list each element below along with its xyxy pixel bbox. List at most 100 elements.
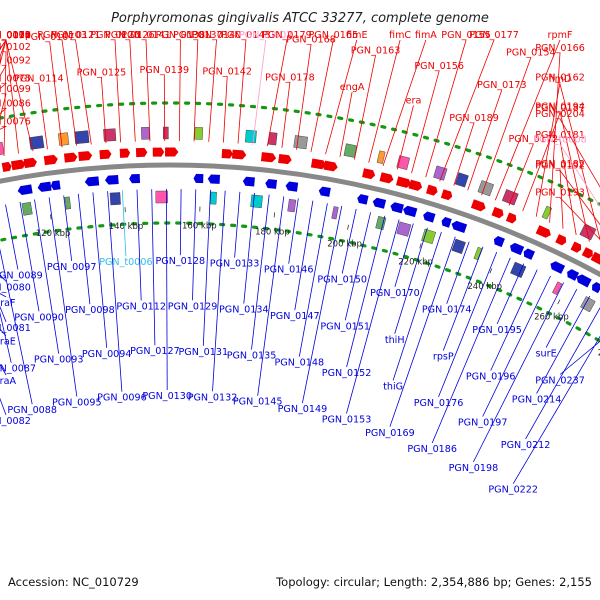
label-leader-line [107, 191, 123, 392]
reverse-gene-label: PGN_0129 [168, 301, 218, 312]
reverse-strand-labels: traFtraEtraAPGN_0082PGN_0080PGN_0081PGN_… [0, 188, 600, 496]
ruler-tick-mark [557, 299, 561, 305]
forward-gene-label: PGN_0156 [414, 61, 464, 72]
reverse-gene-arrow [207, 174, 221, 184]
forward-gene-label: PGN_0125 [77, 67, 127, 78]
label-leader-line [431, 257, 511, 444]
label-leader-line [545, 289, 578, 348]
label-leader-line [559, 111, 590, 242]
label-leader-line [392, 231, 442, 381]
label-leader-line [325, 39, 358, 155]
forward-gene-label: PGN_0143 [221, 30, 271, 41]
accession-text: Accession: NC_010729 [8, 575, 139, 589]
map-title: Porphyromonas gingivalis ATCC 33277, com… [111, 11, 489, 26]
feature-block [21, 201, 33, 216]
reverse-gene-label: PGN_0093 [34, 355, 84, 366]
ruler-tick-label: 180 kbp [255, 227, 290, 237]
label-leader-line [38, 83, 48, 150]
label-leader-line [5, 39, 34, 152]
label-leader-line [243, 193, 255, 304]
reverse-gene-arrow [242, 176, 255, 187]
reverse-gene-label: traA [0, 376, 17, 387]
reverse-gene-label: PGN_0170 [370, 288, 420, 299]
reverse-gene-label: PGN_t0006 [99, 257, 152, 268]
forward-gene-label: PGN_0120 [90, 30, 140, 41]
label-leader-line [559, 144, 600, 208]
reverse-gene-label: PGN_0153 [322, 415, 372, 426]
feature-block [155, 190, 168, 204]
label-leader-line [559, 118, 600, 188]
reverse-gene-label: PGN_0131 [178, 347, 228, 358]
forward-gene-arrow [63, 152, 78, 163]
reverse-gene-arrow [592, 282, 600, 294]
forward-gene-label: engA [340, 82, 365, 93]
feature-block [579, 223, 597, 241]
label-leader-line [535, 82, 561, 217]
outer-guide-ring [0, 101, 600, 207]
reverse-gene-label: PGN_0134 [219, 305, 269, 316]
feature-block [451, 238, 466, 255]
label-leader-line [101, 77, 107, 144]
feature-block [293, 135, 309, 150]
feature-block [375, 215, 387, 231]
label-leader-line [49, 41, 63, 148]
label-leader-line [234, 191, 241, 258]
label-leader-line [77, 193, 91, 305]
reverse-gene-arrow [318, 186, 331, 197]
forward-gene-arrow [408, 179, 423, 191]
forward-gene-arrow [310, 158, 327, 170]
forward-gene-arrow [152, 147, 165, 157]
reverse-gene-arrow [193, 173, 204, 184]
ruler-tick-label: 120 kbp [36, 229, 71, 239]
feature-block [552, 281, 563, 295]
label-leader-line [202, 189, 211, 346]
reverse-gene-label: thiH [385, 335, 405, 346]
reverse-gene-label: PGN_0151 [320, 321, 370, 332]
label-leader-line [549, 52, 561, 223]
forward-gene-arrow [505, 212, 517, 224]
reverse-gene-label: traF [0, 298, 16, 309]
feature-block [0, 141, 5, 157]
forward-gene-label: PGN_0138 [156, 30, 206, 41]
reverse-gene-label: rpsP [433, 352, 454, 363]
reverse-gene-label: PGN_0147 [270, 311, 320, 322]
forward-gene-label: PGN_0189 [449, 113, 499, 124]
forward-gene-arrow [440, 189, 453, 201]
forward-gene-label: PGN_0154 [506, 48, 556, 59]
label-leader-line [394, 223, 414, 288]
reverse-gene-arrow [523, 248, 535, 260]
label-leader-line [296, 44, 312, 150]
forward-gene-label: PGN_0100 [0, 30, 31, 41]
reverse-gene-label: PGN_0090 [14, 312, 64, 323]
label-leader-line [446, 241, 470, 304]
reverse-gene-arrow [403, 205, 418, 218]
reverse-gene-arrow [265, 179, 278, 189]
ruler-tick-mark [419, 243, 422, 249]
label-leader-line [165, 188, 168, 391]
reverse-gene-arrow [509, 242, 525, 256]
label-leader-line [0, 311, 12, 363]
label-leader-line [396, 105, 414, 170]
reverse-gene-arrow [550, 261, 566, 274]
forward-gene-label: PGN_0194 [535, 102, 585, 113]
feature-block [331, 206, 339, 220]
forward-gene-arrow [395, 176, 412, 188]
label-leader-line [482, 275, 551, 417]
forward-gene-arrow [535, 225, 551, 238]
label-leader-line [310, 39, 334, 152]
reverse-gene-arrow [390, 202, 404, 214]
forward-gene-label: PGN_t0002 [239, 30, 292, 41]
forward-gene-label: fimC [389, 30, 411, 41]
label-leader-line [453, 122, 475, 186]
forward-gene-label: PGN_0177 [469, 30, 519, 41]
label-leader-line [251, 194, 270, 350]
forward-gene-arrow [99, 149, 112, 160]
feature-block [376, 150, 386, 164]
ruler-tick-mark [347, 224, 349, 230]
forward-gene-arrow [10, 159, 26, 171]
reverse-gene-label: PGN_0152 [322, 368, 372, 379]
label-leader-line [5, 39, 19, 154]
forward-gene-label: fimA [415, 30, 437, 41]
label-leader-line [341, 208, 357, 274]
